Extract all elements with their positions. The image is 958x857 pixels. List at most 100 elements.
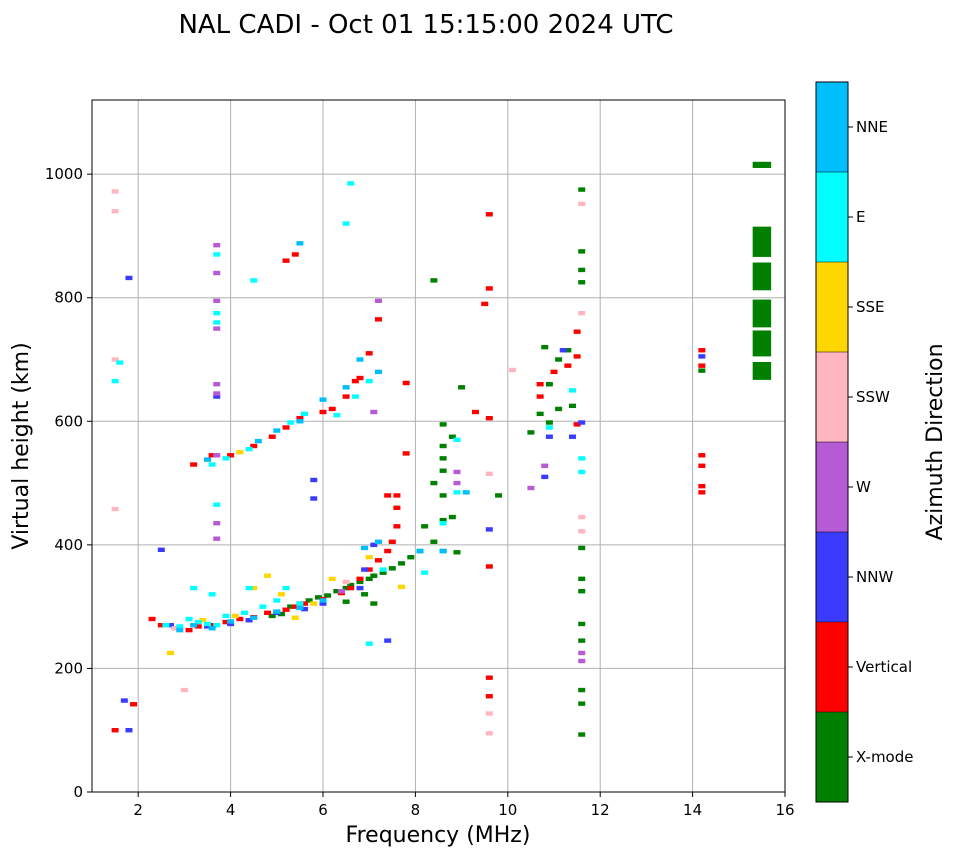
x-tick-label: 10: [498, 801, 517, 819]
data-point: [536, 382, 544, 387]
data-point: [370, 542, 378, 548]
data-point: [365, 351, 373, 356]
data-point: [236, 449, 244, 455]
data-point: [453, 437, 461, 443]
data-point: [167, 650, 175, 656]
data-point: [393, 524, 401, 529]
series-ssw: [111, 189, 586, 736]
data-point: [213, 502, 221, 507]
data-point: [374, 539, 382, 544]
data-point: [578, 187, 586, 192]
data-point: [545, 425, 553, 430]
data-point: [328, 576, 336, 582]
data-point: [213, 242, 221, 248]
data-point: [550, 369, 558, 375]
colorbar-label: Vertical: [856, 658, 912, 676]
x-tick-label: 8: [411, 801, 421, 819]
data-point: [485, 694, 493, 699]
series-nne: [176, 241, 470, 633]
data-point: [287, 420, 295, 425]
data-point: [485, 286, 493, 291]
data-point: [430, 480, 438, 486]
data-point: [301, 601, 309, 606]
data-point: [365, 555, 373, 560]
data-point: [250, 585, 258, 591]
data-point: [527, 485, 535, 491]
data-point: [157, 547, 165, 552]
data-point: [319, 598, 327, 603]
data-point: [250, 443, 258, 449]
data-point: [208, 592, 216, 597]
data-point: [314, 595, 322, 600]
data-point: [384, 548, 392, 554]
data-point: [578, 529, 586, 534]
data-point: [342, 221, 350, 226]
data-point: [430, 278, 438, 283]
data-point: [541, 474, 549, 480]
data-point: [564, 363, 572, 368]
data-point: [527, 430, 535, 435]
data-point: [111, 378, 119, 384]
x-axis-label: Frequency (MHz): [346, 823, 531, 848]
data-point: [416, 548, 424, 554]
data-point: [421, 570, 429, 575]
colorbar-swatch: [816, 82, 848, 172]
data-point: [374, 298, 382, 304]
data-point: [245, 618, 253, 623]
data-point: [111, 506, 119, 512]
data-point: [125, 275, 133, 281]
data-point: [485, 527, 493, 532]
data-point: [578, 280, 586, 285]
data-point: [273, 428, 281, 433]
y-tick-label: 600: [54, 412, 83, 430]
data-point: [541, 463, 549, 468]
data-point: [536, 411, 544, 417]
data-point: [342, 394, 350, 399]
data-point: [125, 728, 133, 733]
data-point: [393, 505, 401, 510]
data-point: [453, 480, 461, 486]
data-point: [291, 604, 299, 609]
data-point: [698, 490, 706, 495]
data-point: [407, 555, 415, 560]
colorbar-label: NNW: [856, 568, 893, 586]
data-point: [333, 412, 341, 418]
data-point: [296, 419, 304, 424]
data-point: [393, 493, 401, 498]
data-point: [370, 573, 378, 578]
chart-title: NAL CADI - Oct 01 15:15:00 2024 UTC: [178, 10, 673, 40]
data-point: [365, 567, 373, 572]
data-point: [185, 627, 193, 633]
data-point: [282, 585, 290, 591]
data-point: [365, 641, 373, 646]
data-point: [356, 375, 364, 381]
x-tick-label: 6: [318, 801, 328, 819]
data-point: [213, 394, 221, 399]
colorbar-swatch: [816, 352, 848, 442]
data-point: [578, 456, 586, 461]
data-point: [116, 360, 124, 365]
data-point: [277, 611, 285, 617]
series-sse: [167, 449, 406, 656]
x-axis-ticks: 2 4 6 8 10 12 14 16: [133, 792, 795, 819]
data-point: [250, 278, 258, 283]
data-point: [578, 701, 586, 706]
data-point: [250, 615, 258, 620]
data-point: [194, 624, 202, 629]
colorbar-label: W: [856, 478, 871, 496]
data-point: [213, 320, 221, 325]
data-point: [254, 438, 262, 444]
data-point: [213, 382, 221, 387]
data-point: [384, 493, 392, 498]
data-point: [374, 558, 382, 563]
data-point: [564, 348, 572, 353]
data-point: [545, 420, 553, 425]
data-point: [111, 209, 119, 214]
data-point: [573, 354, 581, 359]
data-point: [213, 453, 221, 458]
data-point: [287, 604, 295, 609]
data-point: [578, 201, 586, 206]
data-point: [439, 422, 447, 427]
data-point: [222, 619, 230, 625]
